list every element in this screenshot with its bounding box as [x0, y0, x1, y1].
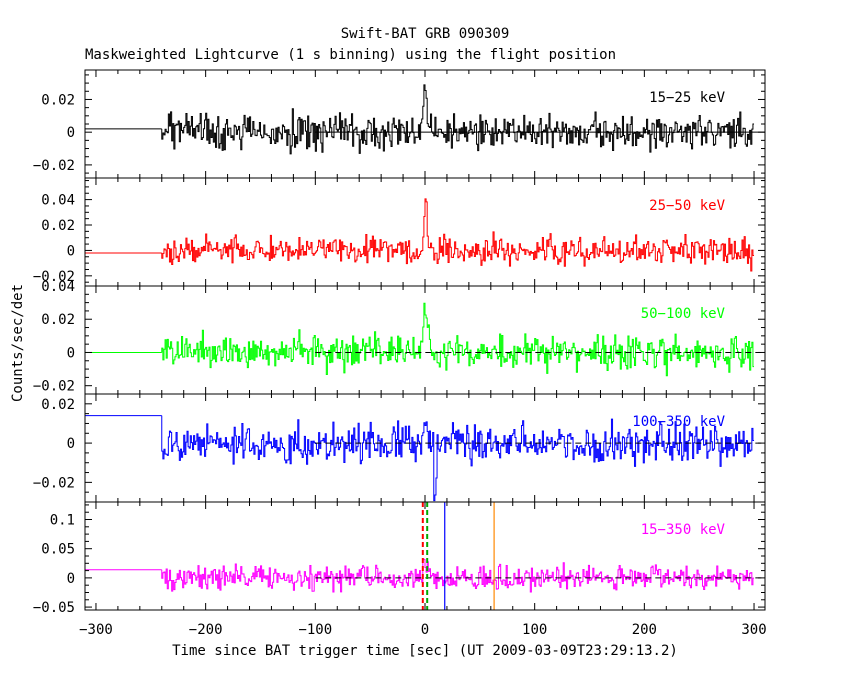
band-label: 100−350 keV	[632, 414, 725, 430]
panel-frame	[84, 501, 766, 611]
y-tick-label: 0.02	[41, 218, 75, 234]
panel-4: −0.02 0 0.02 100−350 keV	[33, 393, 766, 503]
x-tick-label: 200	[632, 622, 657, 638]
panel-1: −0.02 0 0.02 15−25 keV	[33, 69, 766, 179]
series-line	[161, 415, 755, 502]
series-line	[161, 302, 755, 377]
y-tick-label: −0.02	[33, 379, 75, 395]
y-tick-label: 0.05	[41, 542, 75, 558]
panel-5: −0.05 0 0.05 0.1 15−350 keV	[33, 501, 766, 616]
y-axis-label: Counts/sec/det	[10, 284, 26, 402]
band-label: 50−100 keV	[641, 306, 726, 322]
y-tick-label: −0.02	[33, 475, 75, 491]
y-tick-label: 0	[67, 345, 75, 361]
y-tick-label: 0.02	[41, 92, 75, 108]
y-tick-label: 0.04	[41, 279, 75, 295]
x-axis-label: Time since BAT trigger time [sec] (UT 20…	[172, 643, 678, 659]
y-tick-label: 0	[67, 125, 75, 141]
chart-title: Swift-BAT GRB 090309	[341, 26, 510, 42]
y-tick-label: 0.02	[41, 312, 75, 328]
series-line	[161, 558, 755, 593]
y-tick-label: 0.1	[50, 513, 75, 529]
y-tick-label: −0.05	[33, 600, 75, 616]
x-tick-label: −300	[79, 622, 113, 638]
y-tick-label: 0.02	[41, 397, 75, 413]
x-tick-label: 0	[421, 622, 429, 638]
panel-2: −0.02 0 0.02 0.04 25−50 keV	[33, 177, 766, 287]
panels-group: −0.02 0 0.02 15−25 keV −0.02 0 0.02 0.04 25−50 k…	[33, 69, 766, 616]
y-tick-label: 0.04	[41, 193, 75, 209]
x-axis: −300 −200 −100 0 100 200 300	[79, 622, 767, 638]
y-tick-label: 0	[67, 571, 75, 587]
y-tick-label: 0	[67, 243, 75, 259]
x-tick-label: −100	[298, 622, 332, 638]
y-tick-label: −0.02	[33, 269, 75, 285]
chart-subtitle: Maskweighted Lightcurve (1 s binning) us…	[85, 47, 616, 63]
band-label: 15−25 keV	[649, 90, 725, 106]
panel-frame	[84, 177, 766, 287]
y-tick-label: −0.02	[33, 158, 75, 174]
panel-3: −0.02 0 0.02 0.04 50−100 keV	[33, 279, 766, 395]
panel-frame	[84, 393, 766, 503]
y-tick-label: 0	[67, 436, 75, 452]
series-line	[161, 198, 755, 272]
x-tick-label: 100	[522, 622, 547, 638]
band-label: 25−50 keV	[649, 198, 725, 214]
band-label: 15−350 keV	[641, 522, 726, 538]
x-tick-label: −200	[189, 622, 223, 638]
x-tick-label: 300	[741, 622, 766, 638]
series-line	[161, 84, 755, 155]
